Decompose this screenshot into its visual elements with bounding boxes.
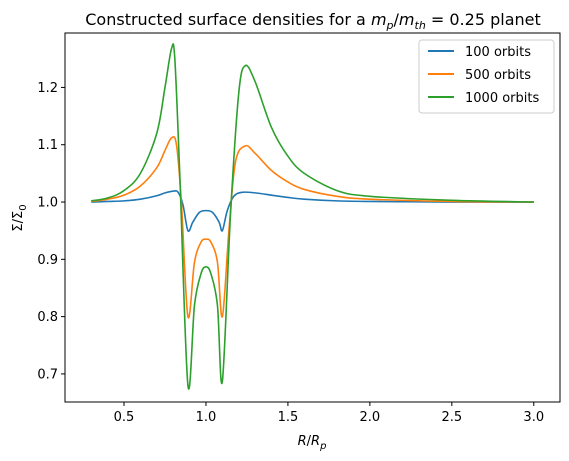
x-tick-label: 3.0: [523, 410, 544, 425]
x-axis-label: R/Rp: [298, 434, 327, 452]
x-tick-label: 2.0: [360, 410, 381, 425]
y-tick-label: 1.2: [37, 81, 58, 96]
legend-label-500-orbits: 500 orbits: [465, 68, 531, 83]
x-tick-label: 1.5: [278, 410, 299, 425]
series-line-100-orbits: [91, 191, 534, 231]
legend: 100 orbits 500 orbits 1000 orbits: [419, 40, 554, 113]
y-tick-label: 0.8: [37, 310, 58, 325]
series-line-500-orbits: [91, 137, 534, 318]
y-tick-label: 1.1: [37, 138, 58, 153]
chart-title: Constructed surface densities for a mp/m…: [85, 10, 541, 32]
x-tick-label: 0.5: [114, 410, 135, 425]
x-tick-label: 2.5: [441, 410, 462, 425]
y-tick-label: 1.0: [37, 196, 58, 211]
legend-label-100-orbits: 100 orbits: [465, 45, 531, 60]
y-tick-label: 0.7: [37, 367, 58, 382]
legend-label-1000-orbits: 1000 orbits: [465, 91, 539, 106]
x-tick-label: 1.0: [196, 410, 217, 425]
x-axis-ticks: 0.5 1.0 1.5 2.0 2.5 3.0: [114, 402, 544, 425]
y-axis-ticks: 0.7 0.8 0.9 1.0 1.1 1.2: [37, 81, 65, 382]
y-axis-label: Σ/Σ0: [11, 204, 29, 231]
y-tick-label: 0.9: [37, 253, 58, 268]
